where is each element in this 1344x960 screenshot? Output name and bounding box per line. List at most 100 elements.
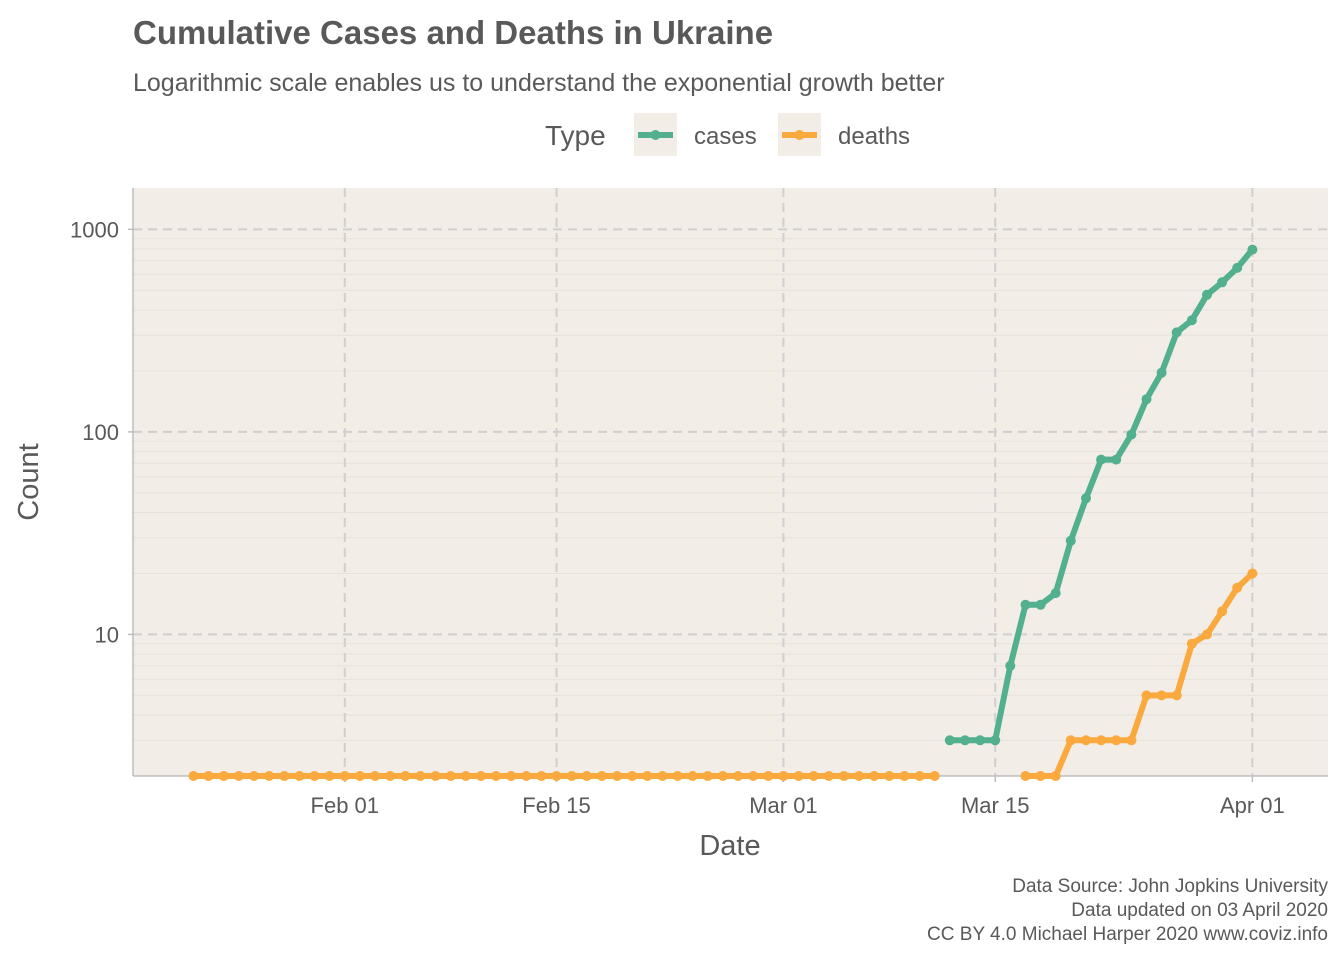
data-point-deaths	[1141, 690, 1152, 701]
data-point-cases	[1111, 454, 1122, 465]
data-point-cases	[944, 735, 955, 746]
data-point-deaths	[596, 771, 607, 781]
data-point-cases	[975, 735, 986, 746]
data-point-deaths	[218, 771, 229, 781]
data-point-deaths	[823, 771, 834, 781]
data-point-deaths	[1186, 638, 1197, 649]
data-point-deaths	[748, 771, 759, 781]
x-tick-label: Mar 01	[749, 793, 817, 818]
data-point-deaths	[581, 771, 592, 781]
data-point-deaths	[188, 771, 199, 781]
series-layer	[188, 244, 1258, 781]
x-tick-label: Feb 15	[522, 793, 591, 818]
legend-key-deaths-point	[794, 130, 805, 140]
data-point-deaths	[869, 771, 880, 781]
data-point-deaths	[354, 771, 365, 781]
data-point-deaths	[627, 771, 638, 781]
data-point-deaths	[1050, 771, 1061, 781]
data-point-deaths	[1065, 735, 1076, 746]
data-point-cases	[1156, 367, 1167, 378]
data-point-deaths	[702, 771, 713, 781]
data-point-cases	[1005, 660, 1016, 671]
caption-line-3: CC BY 4.0 Michael Harper 2020 www.coviz.…	[927, 924, 1328, 945]
data-point-cases	[1050, 588, 1061, 599]
data-point-deaths	[1202, 629, 1212, 640]
data-point-deaths	[249, 771, 259, 781]
data-point-deaths	[1111, 735, 1122, 746]
data-point-deaths	[1156, 690, 1167, 701]
data-point-cases	[1081, 493, 1091, 504]
data-point-deaths	[264, 771, 275, 781]
data-point-deaths	[642, 771, 653, 781]
x-tick-label: Apr 01	[1220, 793, 1285, 818]
data-point-deaths	[672, 771, 683, 781]
data-point-deaths	[385, 771, 396, 781]
data-point-cases	[1217, 277, 1228, 288]
data-point-deaths	[1096, 735, 1107, 746]
data-point-deaths	[1217, 606, 1228, 617]
legend-label-deaths: deaths	[838, 123, 910, 150]
data-point-cases	[1035, 599, 1046, 610]
data-point-cases	[1065, 535, 1076, 546]
legend: Type cases deaths	[545, 113, 910, 156]
y-axis-ticks: 10 100 1000	[70, 217, 133, 647]
chart-subtitle: Logarithmic scale enables us to understa…	[133, 69, 945, 97]
legend-title: Type	[545, 120, 606, 151]
series-line-deaths	[1022, 570, 1256, 779]
series-deaths	[188, 568, 1258, 781]
data-point-deaths	[687, 771, 698, 781]
data-point-deaths	[566, 771, 577, 781]
data-point-cases	[1232, 262, 1243, 273]
data-point-cases	[1186, 315, 1197, 326]
y-tick-label: 10	[95, 622, 119, 647]
y-axis-title: Count	[13, 443, 45, 520]
data-point-deaths	[1035, 771, 1046, 781]
data-point-deaths	[309, 771, 320, 781]
data-point-cases	[1247, 244, 1258, 255]
data-point-deaths	[1020, 771, 1031, 781]
data-point-cases	[1202, 289, 1212, 300]
x-tick-label: Mar 15	[961, 793, 1029, 818]
chart-title: Cumulative Cases and Deaths in Ukraine	[133, 14, 773, 51]
data-point-deaths	[233, 771, 244, 781]
data-point-deaths	[475, 771, 486, 781]
data-point-cases	[1141, 394, 1152, 405]
data-point-deaths	[536, 771, 547, 781]
data-point-deaths	[884, 771, 895, 781]
data-point-deaths	[793, 771, 804, 781]
data-point-deaths	[854, 771, 865, 781]
data-point-cases	[1126, 429, 1137, 440]
data-point-deaths	[1232, 582, 1243, 593]
data-point-deaths	[733, 771, 744, 781]
data-point-deaths	[1126, 735, 1137, 746]
data-point-deaths	[914, 771, 925, 781]
data-point-deaths	[203, 771, 214, 781]
data-point-deaths	[430, 771, 441, 781]
data-point-deaths	[808, 771, 819, 781]
series-cases	[944, 244, 1258, 746]
data-point-cases	[1096, 454, 1107, 465]
plot-panel	[133, 188, 1328, 776]
caption-line-2: Data updated on 03 April 2020	[1071, 900, 1328, 921]
data-point-deaths	[294, 771, 305, 781]
data-point-deaths	[1081, 735, 1091, 746]
data-point-deaths	[491, 771, 501, 781]
data-point-deaths	[899, 771, 910, 781]
data-point-deaths	[929, 771, 940, 781]
data-point-deaths	[763, 771, 774, 781]
data-point-deaths	[400, 771, 411, 781]
legend-key-cases-point	[650, 130, 661, 140]
data-point-deaths	[279, 771, 290, 781]
data-point-deaths	[521, 771, 532, 781]
data-point-deaths	[717, 771, 728, 781]
data-point-deaths	[1247, 568, 1258, 579]
data-point-deaths	[657, 771, 668, 781]
y-tick-label: 100	[82, 420, 119, 445]
data-point-deaths	[370, 771, 380, 781]
y-tick-label: 1000	[70, 217, 119, 242]
data-point-cases	[990, 735, 1001, 746]
caption-line-1: Data Source: John Jopkins University	[1012, 876, 1328, 897]
data-point-cases	[1171, 327, 1182, 338]
data-point-cases	[1020, 599, 1031, 610]
